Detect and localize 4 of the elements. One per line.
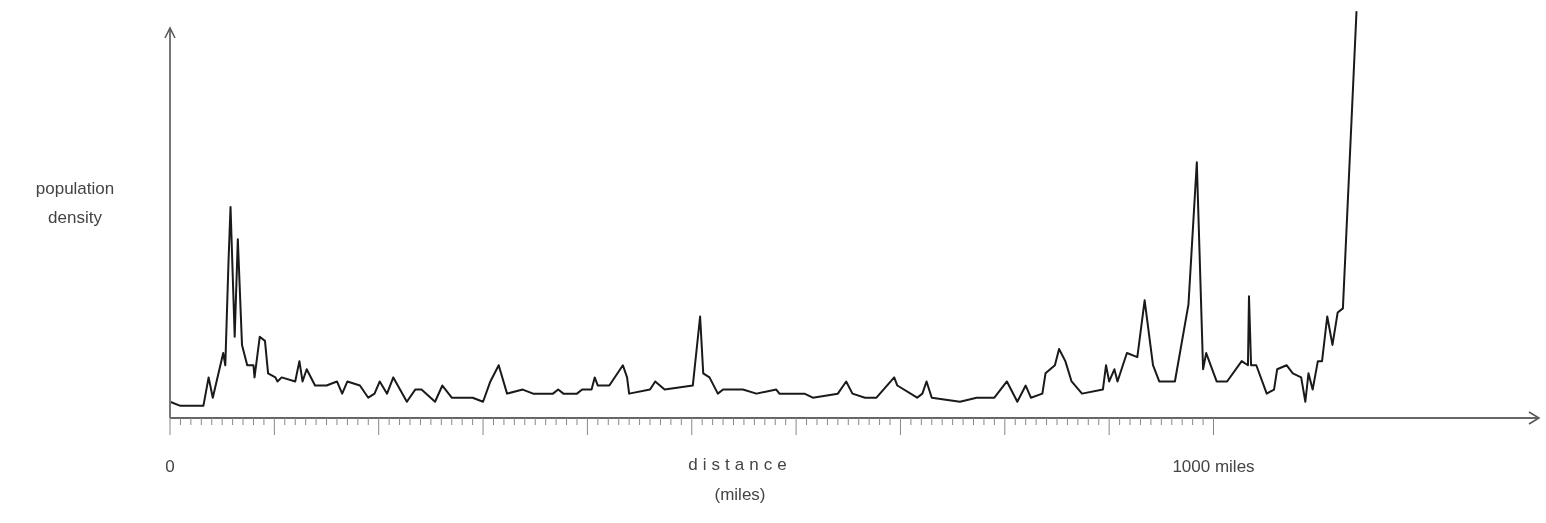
x-tick-label: 1000 miles [1172,457,1255,476]
x-axis-title: distance (miles) [688,455,792,504]
x-tick-label: 0 [165,457,175,476]
y-axis-title: population density [35,179,115,227]
